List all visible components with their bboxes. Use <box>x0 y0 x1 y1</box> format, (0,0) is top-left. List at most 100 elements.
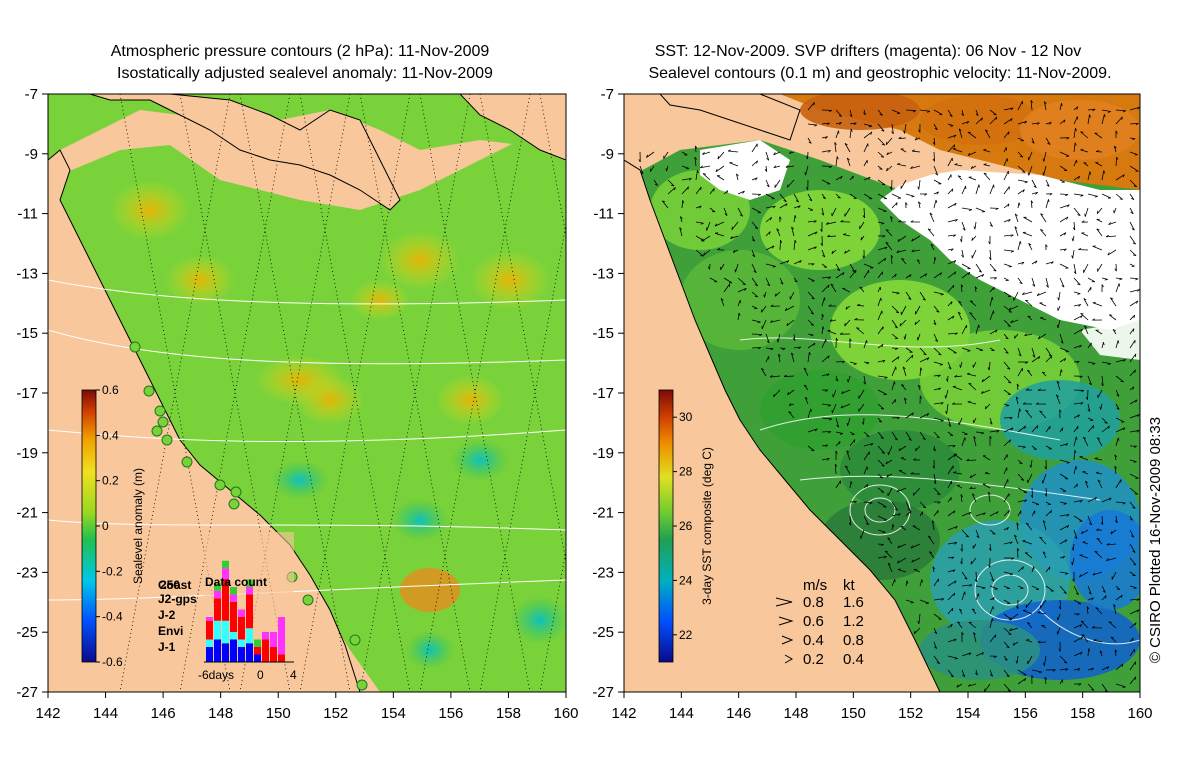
velocity-arrow-head <box>978 184 980 188</box>
velocity-arrow <box>777 333 781 343</box>
velocity-arrow-head <box>1114 649 1118 653</box>
velocity-arrow-head <box>1022 189 1025 193</box>
velocity-arrow <box>981 389 991 394</box>
velocity-arrow-head <box>1016 605 1019 609</box>
velocity-arrow <box>1129 328 1135 335</box>
left-lon-tick-label: 146 <box>151 705 176 722</box>
velocity-arrow-head <box>1085 480 1088 484</box>
velocity-arrow <box>1031 445 1037 450</box>
velocity-arrow <box>1017 179 1028 183</box>
left-lon-tick-label: 142 <box>35 705 60 722</box>
velocity-arrow-head <box>936 191 939 195</box>
velocity-arrow-head <box>1018 202 1021 206</box>
velocity-arrow <box>821 403 831 406</box>
velocity-arrow <box>1110 636 1117 643</box>
right-lon-tick-label: 150 <box>841 705 866 722</box>
velocity-arrow-head <box>927 228 932 231</box>
velocity-arrow <box>1022 291 1033 295</box>
velocity-arrow <box>1087 425 1095 433</box>
velocity-arrow-head <box>848 522 852 526</box>
velocity-arrow <box>961 121 970 125</box>
velocity-arrow-head <box>843 233 847 235</box>
velocity-arrow-head <box>732 249 736 253</box>
velocity-arrow-head <box>969 312 973 315</box>
velocity-arrow-head <box>828 431 831 434</box>
velocity-arrow <box>1115 417 1125 423</box>
velocity-arrow-head <box>961 113 964 117</box>
velocity-arrow-head <box>1083 298 1087 301</box>
velocity-arrow <box>877 473 883 479</box>
velocity-arrow <box>1012 641 1019 646</box>
velocity-arrow-head <box>923 353 927 356</box>
velocity-arrow <box>786 319 795 327</box>
velocity-arrow <box>807 123 818 126</box>
velocity-arrow <box>751 263 757 273</box>
velocity-arrow <box>961 431 968 435</box>
velocity-arrow <box>886 473 893 478</box>
histogram-title: Data count <box>205 575 267 589</box>
right-lat-tick-label: -23 <box>592 564 614 581</box>
velocity-arrow <box>785 305 795 311</box>
velocity-arrow-head <box>1024 333 1028 336</box>
velocity-arrow-head <box>1080 636 1083 640</box>
velocity-arrow <box>667 179 675 187</box>
velocity-arrow-head <box>839 122 842 125</box>
velocity-arrow <box>877 326 884 335</box>
velocity-arrow-head <box>960 494 964 498</box>
velocity-arrow-head <box>697 169 699 174</box>
right-lon-tick-label: 160 <box>1127 705 1152 722</box>
velocity-arrow-head <box>1065 572 1069 575</box>
velocity-arrow-head <box>1135 278 1139 281</box>
velocity-arrow <box>835 175 843 181</box>
histogram-bar-segment <box>254 639 261 647</box>
velocity-arrow <box>1129 369 1136 377</box>
velocity-arrow <box>1073 106 1079 111</box>
velocity-arrow <box>877 123 885 132</box>
histogram-bar-segment <box>262 632 269 640</box>
velocity-arrow <box>928 551 935 559</box>
velocity-arrow-head <box>1136 598 1140 602</box>
velocity-arrow <box>1003 319 1011 327</box>
velocity-arrow-head <box>707 266 710 270</box>
velocity-arrow <box>957 311 963 321</box>
velocity-arrow-head <box>727 149 731 152</box>
velocity-arrow <box>947 465 954 475</box>
velocity-arrow <box>974 286 977 293</box>
velocity-arrow <box>1031 487 1033 498</box>
velocity-arrow <box>1044 677 1047 685</box>
velocity-arrow <box>1055 394 1061 405</box>
velocity-arrow-head <box>1108 621 1112 623</box>
velocity-arrow-head <box>989 421 993 425</box>
velocity-arrow <box>947 669 954 678</box>
velocity-arrow-head <box>949 114 953 117</box>
velocity-arrow <box>891 356 900 363</box>
velocity-arrow <box>1081 232 1089 237</box>
velocity-arrow-head <box>993 286 995 290</box>
velocity-arrow <box>1013 291 1019 301</box>
velocity-arrow-head <box>1096 210 1099 214</box>
velocity-arrow-head <box>724 213 728 216</box>
velocity-arrow-head <box>804 397 808 400</box>
velocity-arrow-head <box>1134 676 1137 680</box>
velocity-arrow-head <box>952 285 955 289</box>
velocity-arrow-head <box>726 190 729 194</box>
velocity-arrow <box>807 342 816 349</box>
velocity-arrow <box>1129 399 1138 405</box>
velocity-arrow <box>1082 471 1089 475</box>
velocity-arrow-head <box>889 186 892 190</box>
velocity-arrow <box>933 333 939 342</box>
velocity-arrow <box>877 221 885 224</box>
velocity-arrow <box>902 366 907 377</box>
velocity-arrow <box>765 216 772 223</box>
velocity-arrow <box>1031 191 1038 195</box>
velocity-arrow <box>1129 249 1137 256</box>
velocity-arrow <box>1092 245 1103 251</box>
velocity-arrow <box>803 367 809 377</box>
velocity-arrow <box>1010 319 1019 324</box>
velocity-arrow <box>989 116 998 125</box>
velocity-arrow <box>1093 639 1103 643</box>
velocity-arrow-head <box>967 372 971 375</box>
velocity-arrow <box>1073 142 1076 153</box>
velocity-arrow-head <box>797 205 801 209</box>
velocity-arrow <box>947 271 957 279</box>
